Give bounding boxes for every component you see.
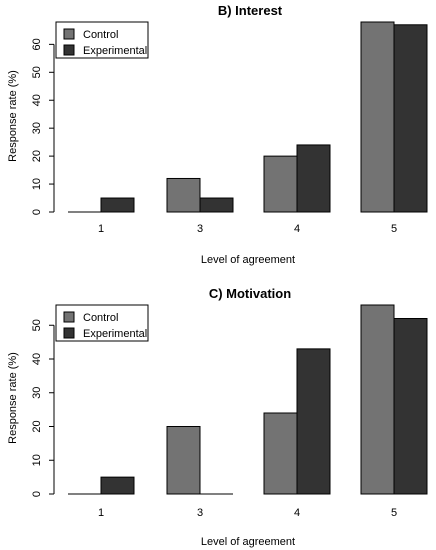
- legend-label-experimental: Experimental: [83, 328, 147, 340]
- bar-experimental-5: [393, 24, 428, 213]
- bar-control-3: [166, 177, 201, 213]
- x-tick-label: 3: [197, 507, 203, 519]
- bar-experimental-1: [100, 197, 135, 213]
- legend-swatch-experimental: [63, 44, 75, 56]
- bar-control-4: [263, 412, 298, 495]
- x-tick-label: 5: [391, 507, 397, 519]
- legend-label-experimental: Experimental: [83, 45, 147, 57]
- y-tick-label: 10: [31, 178, 43, 190]
- legend-swatch-control: [63, 28, 75, 40]
- x-tick-label: 1: [98, 507, 104, 519]
- legend-label-control: Control: [83, 29, 118, 41]
- bar-experimental-5: [393, 318, 428, 495]
- y-tick-label: 50: [31, 319, 43, 331]
- legend-swatch-control: [63, 311, 75, 323]
- legend-swatch-experimental: [63, 327, 75, 339]
- x-axis-label: Level of agreement: [201, 254, 295, 266]
- y-tick-label: 50: [31, 66, 43, 78]
- y-axis-label: Response rate (%): [7, 352, 19, 444]
- chart-title: C) Motivation: [209, 286, 291, 301]
- bar-experimental-4: [296, 144, 331, 213]
- y-tick-label: 10: [31, 454, 43, 466]
- legend-label-control: Control: [83, 312, 118, 324]
- y-tick-label: 30: [31, 122, 43, 134]
- y-tick-label: 60: [31, 38, 43, 50]
- y-tick-label: 40: [31, 94, 43, 106]
- legend: Control Experimental: [55, 21, 149, 59]
- x-axis-label: Level of agreement: [201, 536, 295, 548]
- bar-control-5: [360, 21, 395, 213]
- chart-panel-0: B) Interest 0 10 20 30 40 50 60 Response rate (%…: [7, 3, 428, 266]
- y-tick-label: 0: [31, 209, 43, 215]
- bar-experimental-3: [199, 197, 234, 213]
- x-tick-label: 4: [294, 507, 300, 519]
- y-tick-label: 40: [31, 353, 43, 365]
- y-tick-label: 20: [31, 420, 43, 432]
- bar-control-5: [360, 304, 395, 495]
- bar-experimental-4: [296, 348, 331, 495]
- y-axis-label: Response rate (%): [7, 70, 19, 162]
- y-tick-label: 30: [31, 387, 43, 399]
- x-tick-label: 5: [391, 223, 397, 235]
- legend: Control Experimental: [55, 304, 149, 342]
- x-tick-label: 1: [98, 223, 104, 235]
- x-tick-label: 3: [197, 223, 203, 235]
- bar-experimental-1: [100, 476, 135, 495]
- chart-panel-1: C) Motivation 0 10 20 30 40 50 Response rate (%…: [7, 286, 428, 548]
- bar-control-4: [263, 155, 298, 213]
- y-tick-label: 20: [31, 150, 43, 162]
- y-tick-label: 0: [31, 491, 43, 497]
- chart-title: B) Interest: [218, 3, 283, 18]
- bar-control-3: [166, 426, 201, 495]
- x-tick-label: 4: [294, 223, 300, 235]
